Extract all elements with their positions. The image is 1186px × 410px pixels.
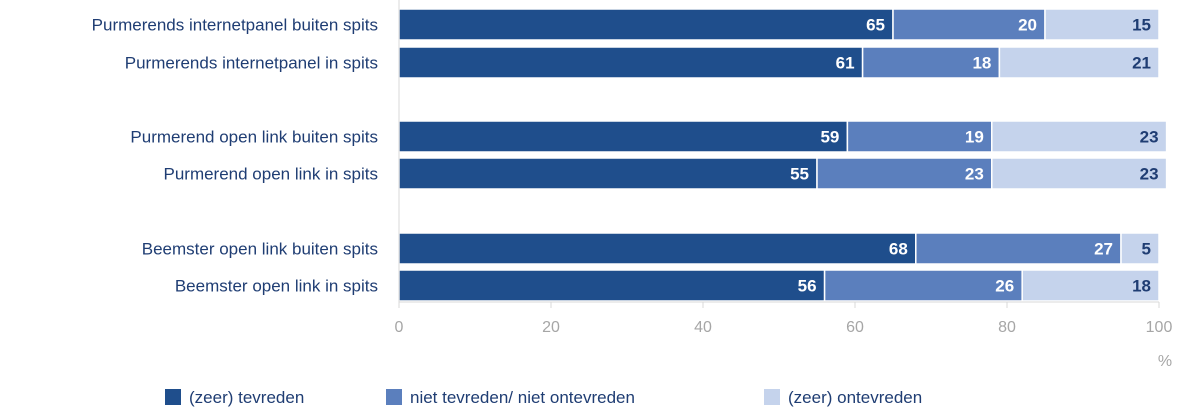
data-label: 23 — [965, 165, 984, 184]
data-label: 26 — [995, 277, 1014, 296]
data-label: 61 — [836, 54, 855, 73]
bar-segment — [1021, 269, 1160, 302]
x-tick-label: 20 — [542, 319, 560, 336]
x-tick-label: 40 — [694, 319, 712, 336]
data-label: 59 — [820, 128, 839, 147]
category-label: Beemster open link buiten spits — [142, 240, 378, 259]
bar-segment — [398, 46, 864, 79]
legend-entry: (zeer) ontevreden — [788, 388, 922, 407]
x-tick-label: 60 — [846, 319, 864, 336]
data-label: 55 — [790, 165, 809, 184]
data-label: 5 — [1142, 240, 1151, 259]
bars: 65 20 15 61 18 21 59 19 23 55 23 23 68 27 5 56 26 18 — [398, 8, 1168, 302]
category-label: Purmerend open link buiten spits — [130, 128, 378, 147]
data-label: 20 — [1018, 16, 1037, 35]
data-label: 18 — [972, 54, 991, 73]
bar-segment — [991, 157, 1168, 190]
x-tick-label: 80 — [998, 319, 1016, 336]
x-axis-unit: % — [1158, 353, 1172, 370]
category-label: Purmerend open link in spits — [163, 165, 378, 184]
data-label: 27 — [1094, 240, 1113, 259]
bar-segment — [892, 8, 1046, 41]
legend-swatch — [386, 389, 402, 405]
bar-segment — [823, 269, 1023, 302]
data-label: 23 — [1140, 165, 1159, 184]
data-label: 15 — [1132, 16, 1151, 35]
bar-segment — [861, 46, 1001, 79]
category-label: Purmerends internetpanel in spits — [125, 54, 378, 73]
data-label: 19 — [965, 128, 984, 147]
bar-segment — [398, 8, 894, 41]
bar-segment — [991, 120, 1168, 153]
legend: (zeer) tevreden niet tevreden/ niet ontev… — [165, 388, 922, 407]
data-label: 23 — [1140, 128, 1159, 147]
bar-segment — [816, 157, 993, 190]
legend-entry: niet tevreden/ niet ontevreden — [410, 388, 635, 407]
bar-segment — [846, 120, 993, 153]
legend-entry: (zeer) tevreden — [189, 388, 304, 407]
bar-segment — [398, 269, 826, 302]
data-label: 68 — [889, 240, 908, 259]
legend-swatch — [764, 389, 780, 405]
bar-segment — [998, 46, 1160, 79]
category-label: Purmerends internetpanel buiten spits — [92, 16, 378, 35]
bar-segment — [1120, 232, 1160, 265]
category-labels: Purmerends internetpanel buiten spits Pur… — [92, 16, 378, 296]
bar-segment — [915, 232, 1122, 265]
category-label: Beemster open link in spits — [175, 277, 378, 296]
legend-swatch — [165, 389, 181, 405]
bar-segment — [398, 232, 917, 265]
x-axis: 0 20 40 60 80 100% — [395, 0, 1173, 370]
data-label: 21 — [1132, 54, 1151, 73]
bar-segment — [398, 157, 818, 190]
bar-segment — [398, 120, 849, 153]
bar-segment — [1044, 8, 1160, 41]
x-tick-label: 100 — [1146, 319, 1173, 336]
data-label: 56 — [798, 277, 817, 296]
data-label: 65 — [866, 16, 885, 35]
x-tick-label: 0 — [395, 319, 404, 336]
data-label: 18 — [1132, 277, 1151, 296]
